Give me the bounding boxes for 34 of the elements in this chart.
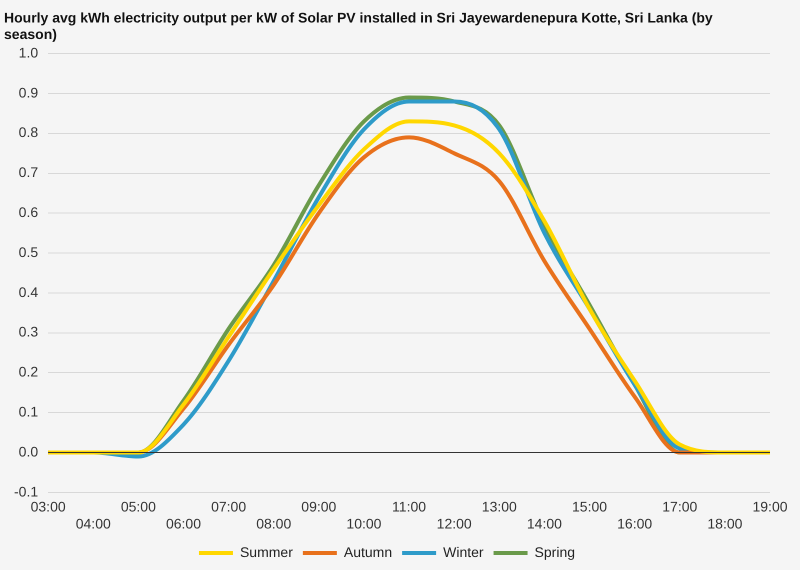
legend-label: Summer	[240, 544, 294, 560]
x-tick-label: 06:00	[166, 515, 202, 532]
y-tick-label: 0.5	[18, 244, 38, 260]
y-tick-label: 0.9	[18, 84, 38, 100]
x-tick-label: 09:00	[301, 498, 337, 515]
x-tick-label: 12:00	[436, 515, 472, 532]
y-tick-label: 0.7	[18, 164, 38, 180]
y-tick-label: -0.1	[14, 483, 38, 500]
x-tick-label: 10:00	[346, 515, 382, 532]
x-tick-label: 04:00	[76, 515, 111, 532]
y-tick-label: 0.8	[18, 124, 38, 140]
x-tick-label: 11:00	[392, 498, 426, 515]
x-tick-label: 14:00	[526, 515, 562, 532]
x-tick-label: 16:00	[617, 515, 652, 532]
y-tick-label: 0.4	[18, 284, 38, 300]
x-tick-label: 03:00	[30, 498, 66, 515]
x-tick-label: 05:00	[120, 498, 156, 515]
y-tick-label: 0.1	[18, 403, 38, 420]
legend-label: Autumn	[344, 544, 392, 560]
x-tick-label: 08:00	[256, 515, 292, 532]
legend-label: Winter	[443, 544, 484, 560]
y-tick-label: 0.3	[18, 324, 38, 340]
x-tick-label: 19:00	[752, 498, 788, 515]
y-tick-label: 0.6	[18, 204, 38, 220]
x-tick-label: 17:00	[662, 498, 698, 515]
legend-label: Spring	[534, 544, 576, 560]
chart-title: Hourly avg kWh electricity output per kW of Solar PV installed in Sri Jayewardenepura Kotte, Sri Lanka (by season)	[4, 9, 713, 42]
y-tick-label: 0.0	[18, 443, 38, 460]
x-tick-label: 13:00	[482, 498, 518, 515]
x-tick-label: 15:00	[572, 498, 608, 515]
y-tick-label: 1.0	[18, 44, 38, 60]
x-tick-label: 07:00	[211, 498, 246, 515]
x-tick-label: 18:00	[707, 515, 743, 532]
y-tick-label: 0.2	[18, 364, 38, 380]
